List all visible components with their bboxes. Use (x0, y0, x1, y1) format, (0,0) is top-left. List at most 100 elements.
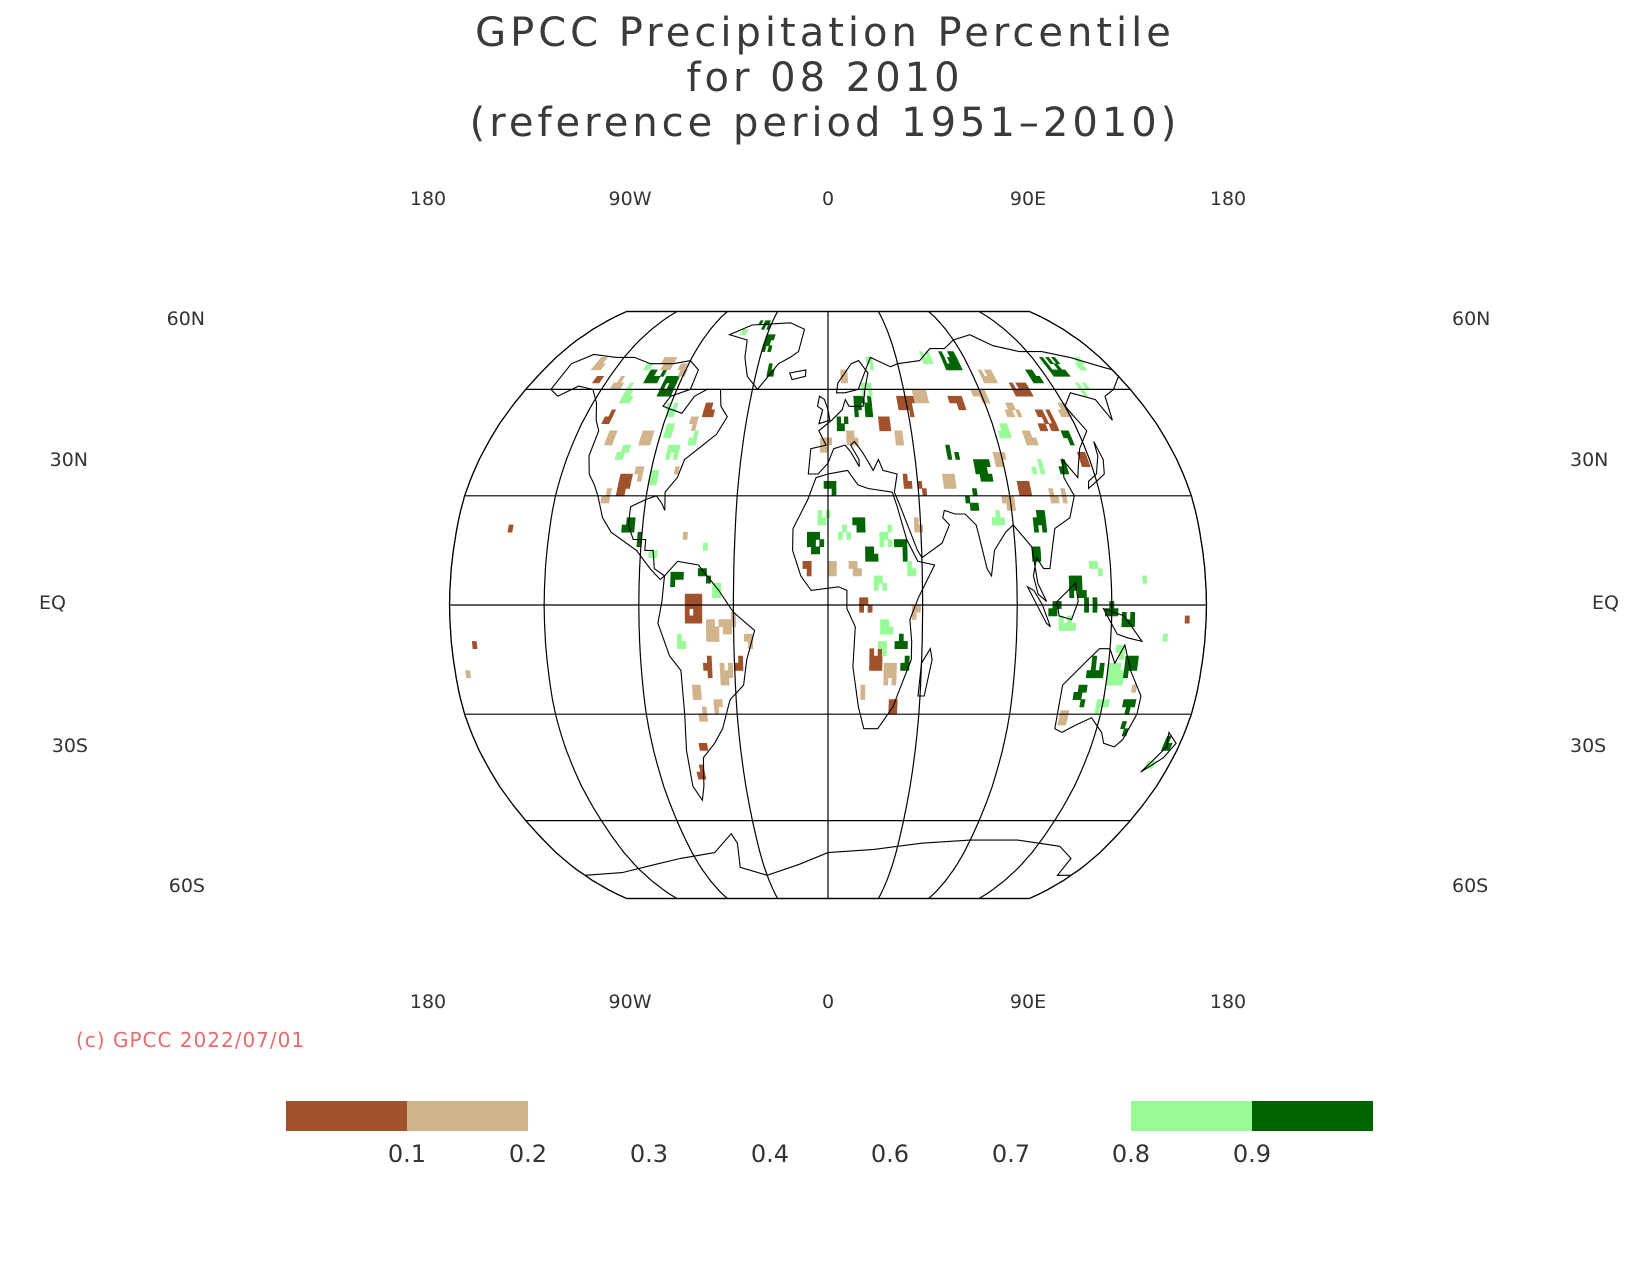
precip-cell-very-wet (760, 324, 767, 330)
precip-cell-very-dry (1048, 416, 1057, 424)
coastline-newZealand (1140, 730, 1177, 773)
precip-cell-very-wet (670, 571, 676, 580)
precip-cell-very-wet (1121, 728, 1129, 737)
precip-cell-very-wet (898, 539, 904, 548)
precip-cell-wet (674, 444, 681, 453)
precip-cell-wet (1117, 677, 1124, 686)
coastline-northAmerica (550, 353, 728, 581)
precip-cell-wet (625, 382, 635, 390)
precip-cell-wet (681, 641, 687, 649)
title-line-1: GPCC Precipitation Percentile (475, 10, 1175, 56)
coastlines (550, 322, 1177, 876)
precip-cell-very-wet (770, 334, 776, 341)
precip-cell-dry (891, 677, 897, 686)
lon-label-bottom-180e: 180 (1210, 991, 1246, 1013)
precip-cell-very-wet (767, 363, 773, 371)
lat-label-right-eq: EQ (1592, 592, 1619, 614)
precip-cell-very-wet (1092, 597, 1098, 606)
precip-cell-dry (605, 488, 612, 497)
precip-cell-wet (817, 510, 823, 518)
precip-cell-very-wet (856, 517, 862, 526)
precip-cell-very-dry (806, 568, 812, 577)
precip-cell-dry (713, 706, 720, 715)
precip-cell-dry (717, 699, 723, 708)
precip-cell-very-dry (693, 615, 699, 624)
coastline-antarctica (584, 832, 1072, 876)
precip-cell-wet (888, 626, 894, 635)
precip-cell-very-wet (1084, 604, 1090, 613)
precip-cell-wet (1058, 622, 1064, 631)
precip-cell-dry (722, 626, 728, 635)
precip-cell-very-wet (1072, 575, 1079, 584)
title-line-2: for 08 2010 (686, 55, 963, 101)
precip-cell-very-wet (1050, 357, 1061, 364)
precip-cell-very-wet (1048, 608, 1054, 617)
precip-cell-very-wet (865, 546, 871, 555)
precip-cell-very-wet (806, 539, 812, 548)
coastline-britain (816, 395, 831, 425)
precip-cell-very-dry (689, 593, 694, 602)
precip-cell-very-wet (987, 473, 994, 482)
precip-cell-very-wet (1081, 684, 1088, 693)
precip-cell-very-wet (1084, 597, 1090, 606)
lat-label-left-60n: 60N (167, 308, 205, 330)
lon-label-top-90e: 90E (1010, 188, 1046, 210)
precip-cell-very-wet (1121, 619, 1127, 628)
precip-cell-very-wet (1077, 575, 1083, 584)
lon-label-bottom-0: 0 (822, 991, 834, 1013)
precip-cell-dry (913, 517, 919, 526)
precip-cell-very-wet (831, 488, 837, 497)
precip-cell-wet (1002, 423, 1010, 432)
precip-cell-dry (719, 670, 726, 679)
precip-cell-very-dry (957, 395, 965, 404)
lon-label-top-180w: 180 (410, 188, 446, 210)
lat-label-right-60n: 60N (1452, 308, 1490, 330)
precip-cell-wet (648, 550, 654, 558)
precip-cell-very-dry (863, 597, 869, 606)
precip-cell-very-dry (909, 409, 915, 418)
precip-cell-very-dry (595, 376, 605, 384)
precip-cell-very-dry (859, 597, 864, 606)
lat-label-left-eq: EQ (39, 592, 66, 614)
precip-cell-wet (883, 531, 889, 540)
precip-cell-wet (882, 582, 888, 591)
precip-cell-very-wet (1040, 517, 1047, 526)
precip-cell-very-wet (860, 524, 866, 533)
precip-cell-dry (719, 662, 725, 671)
precip-cell-dry (726, 626, 732, 635)
precip-cell-wet (880, 626, 886, 635)
precip-cell-dry (722, 619, 728, 628)
precip-cell-dry (1053, 495, 1060, 504)
precip-cell-very-dry (608, 409, 617, 418)
precip-cell-dry (636, 473, 643, 482)
precip-cell-very-wet (1067, 437, 1075, 446)
precip-cell-very-wet (670, 579, 676, 588)
precip-cell-dry (706, 633, 712, 642)
precip-cell-wet (716, 590, 722, 598)
precip-cell-very-wet (856, 524, 862, 533)
precip-cell-very-wet (811, 531, 816, 540)
precip-cell-very-wet (1068, 575, 1074, 584)
precip-cell-dry (718, 619, 724, 628)
precip-cell-dry (831, 568, 837, 577)
precip-cell-wet (881, 648, 887, 657)
precip-cell-very-wet (902, 553, 908, 562)
precip-cell-very-wet (1092, 604, 1098, 613)
precip-cell-dry (987, 369, 995, 377)
precip-cell-very-wet (860, 517, 866, 526)
precip-cell-wet (664, 452, 672, 460)
precip-cell-wet (821, 517, 827, 526)
precip-cell-very-dry (1080, 452, 1089, 460)
coastline-southAmerica (657, 560, 756, 802)
legend-tick-0-7: 0.7 (992, 1140, 1030, 1168)
coastline-africa (792, 469, 936, 730)
precip-cell-wet (877, 575, 883, 584)
precip-cell-very-dry (802, 561, 808, 569)
precip-cell-very-dry (869, 648, 875, 657)
precip-cell-very-dry (697, 615, 703, 624)
precip-cell-dry (857, 568, 862, 577)
precip-cell-very-wet (898, 633, 904, 642)
precip-cell-dry (727, 662, 734, 671)
precip-cell-wet (676, 641, 683, 649)
